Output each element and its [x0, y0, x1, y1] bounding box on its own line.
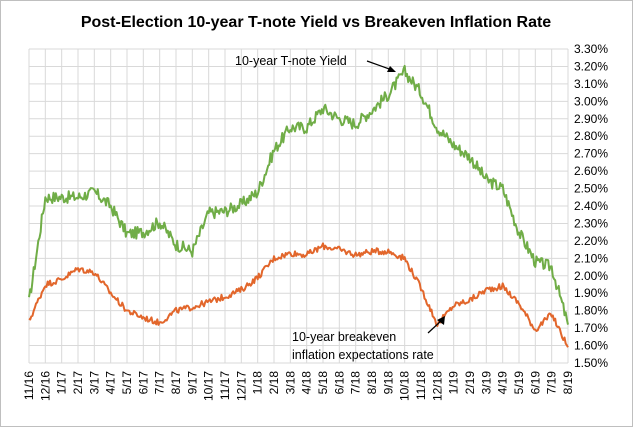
- x-tick-label: 5/17: [120, 371, 134, 395]
- x-tick-label: 2/17: [71, 371, 85, 395]
- y-tick-label: 2.60%: [574, 164, 608, 178]
- series-line-breakeven: [28, 242, 569, 348]
- x-tick-label: 1/19: [447, 371, 461, 395]
- x-tick-label: 12/17: [234, 371, 248, 401]
- annotation-breakeven-arrowhead: [437, 316, 445, 325]
- y-tick-label: 3.00%: [574, 94, 608, 108]
- y-tick-label: 2.70%: [574, 147, 608, 161]
- x-tick-label: 5/19: [512, 371, 526, 395]
- x-tick-label: 2/18: [267, 371, 281, 395]
- x-tick-label: 10/17: [202, 371, 216, 401]
- y-tick-label: 3.30%: [574, 42, 608, 56]
- x-tick-label: 3/19: [479, 371, 493, 395]
- series-layer: [28, 64, 569, 348]
- horizontal-gridlines: [29, 48, 568, 364]
- annotation-yield-arrowhead: [387, 66, 396, 72]
- y-tick-label: 1.60%: [574, 339, 608, 353]
- y-tick-label: 1.50%: [574, 356, 608, 370]
- x-tick-label: 6/19: [528, 371, 542, 395]
- x-tick-label: 3/18: [283, 371, 297, 395]
- x-tick-label: 12/18: [430, 371, 444, 401]
- annotation-breakeven-label-line2: inflation expectations rate: [292, 348, 434, 362]
- x-tick-label: 11/17: [218, 371, 232, 400]
- annotation-breakeven-label-line1: 10-year breakeven: [292, 330, 396, 344]
- y-tick-label: 1.80%: [574, 304, 608, 318]
- x-tick-label: 5/18: [316, 371, 330, 395]
- y-tick-label: 3.10%: [574, 77, 608, 91]
- x-tick-label: 10/18: [398, 371, 412, 401]
- annotation-breakeven-arrow-line: [427, 319, 443, 334]
- y-tick-label: 2.10%: [574, 251, 608, 265]
- y-tick-label: 2.90%: [574, 112, 608, 126]
- x-axis-tick-labels: 11/16 12/16 1/17 2/17 3/17 4/17 5/17 6/17 7/17 8/…: [22, 371, 575, 401]
- x-tick-label: 4/19: [496, 371, 510, 395]
- annotation-yield-arrow-line: [366, 60, 393, 71]
- x-tick-label: 9/18: [381, 371, 395, 395]
- y-tick-label: 2.80%: [574, 129, 608, 143]
- x-tick-label: 8/18: [365, 371, 379, 395]
- y-tick-label: 2.50%: [574, 182, 608, 196]
- x-tick-label: 12/16: [38, 371, 52, 401]
- x-tick-label: 9/17: [185, 371, 199, 395]
- x-tick-label: 4/18: [300, 371, 314, 395]
- y-tick-label: 1.70%: [574, 321, 608, 335]
- x-tick-label: 3/17: [87, 371, 101, 395]
- x-tick-label: 4/17: [104, 371, 118, 395]
- y-axis-tick-labels: 1.50% 1.60% 1.70% 1.80% 1.90% 2.00% 2.10% 2.20%…: [574, 42, 608, 370]
- annotations: 10-year T-note Yield 10-year breakeven i…: [235, 54, 445, 362]
- x-tick-label: 8/19: [561, 371, 575, 395]
- x-tick-label: 11/16: [22, 371, 36, 400]
- x-tick-label: 7/19: [545, 371, 559, 395]
- x-tick-label: 6/17: [136, 371, 150, 395]
- x-tick-label: 11/18: [414, 371, 428, 400]
- y-tick-label: 2.00%: [574, 269, 608, 283]
- annotation-yield-label: 10-year T-note Yield: [235, 54, 347, 68]
- y-tick-label: 2.30%: [574, 216, 608, 230]
- y-tick-label: 1.90%: [574, 286, 608, 300]
- x-tick-label: 1/18: [251, 371, 265, 395]
- x-tick-label: 1/17: [55, 371, 69, 395]
- x-tick-label: 7/18: [349, 371, 363, 395]
- x-tick-label: 2/19: [463, 371, 477, 395]
- y-tick-label: 3.20%: [574, 59, 608, 73]
- x-tick-label: 7/17: [153, 371, 167, 395]
- series-line-yield: [28, 64, 569, 325]
- y-tick-label: 2.40%: [574, 199, 608, 213]
- x-tick-label: 6/18: [332, 371, 346, 395]
- y-tick-label: 2.20%: [574, 234, 608, 248]
- x-tick-label: 8/17: [169, 371, 183, 395]
- chart-title: Post-Election 10-year T-note Yield vs Br…: [81, 14, 551, 31]
